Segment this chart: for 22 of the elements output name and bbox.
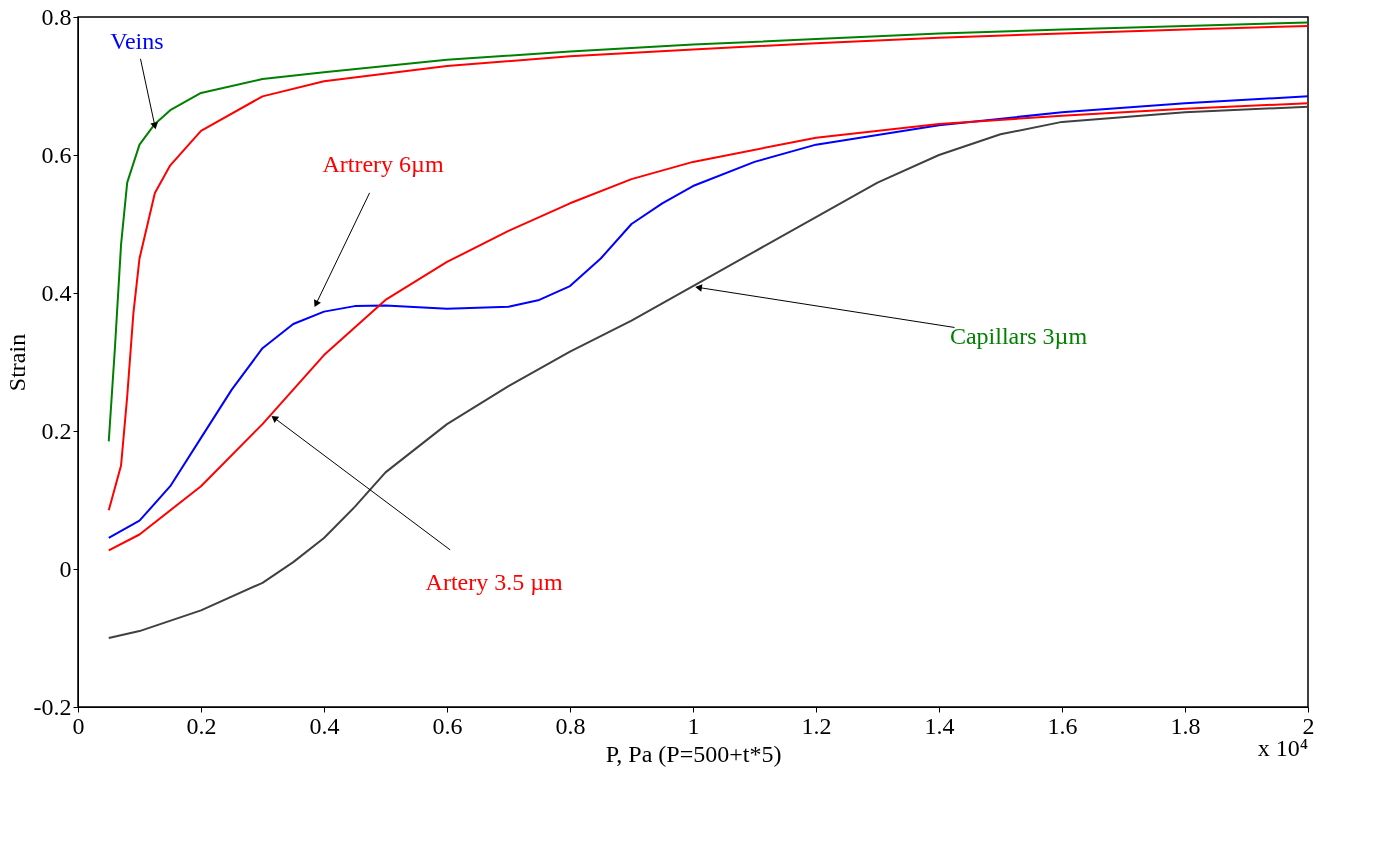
annotation: Artery 3.5 µm <box>425 568 564 595</box>
x-tick-label: 1.6 <box>1047 712 1078 739</box>
annotation: Veins <box>110 28 164 55</box>
x-tick-label: 1.4 <box>924 712 955 739</box>
x-tick-label: 0.8 <box>555 712 586 739</box>
annotation: Artrery 6µm <box>322 151 444 178</box>
y-axis-title: Strain <box>3 333 30 392</box>
x-tick-label: 0.6 <box>432 712 463 739</box>
x-tick-label: 1.8 <box>1170 712 1201 739</box>
x-tick-label: 1.2 <box>801 712 832 739</box>
y-tick-label: -0.2 <box>33 693 72 720</box>
x-tick-label: 0.4 <box>309 712 340 739</box>
x-axis-title: P, Pa (P=500+t*5) <box>605 740 782 767</box>
y-tick-label: 0.2 <box>41 417 72 444</box>
x-tick-label: 0.2 <box>186 712 217 739</box>
x-tick-label: 1 <box>687 712 700 739</box>
y-tick-label: 0.4 <box>41 279 72 306</box>
y-tick-label: 0.6 <box>41 141 72 168</box>
y-tick-label: 0.8 <box>41 3 72 30</box>
y-tick-label: 0 <box>59 555 72 582</box>
annotation: Capillars 3µm <box>949 323 1088 350</box>
line-series <box>107 105 1309 639</box>
